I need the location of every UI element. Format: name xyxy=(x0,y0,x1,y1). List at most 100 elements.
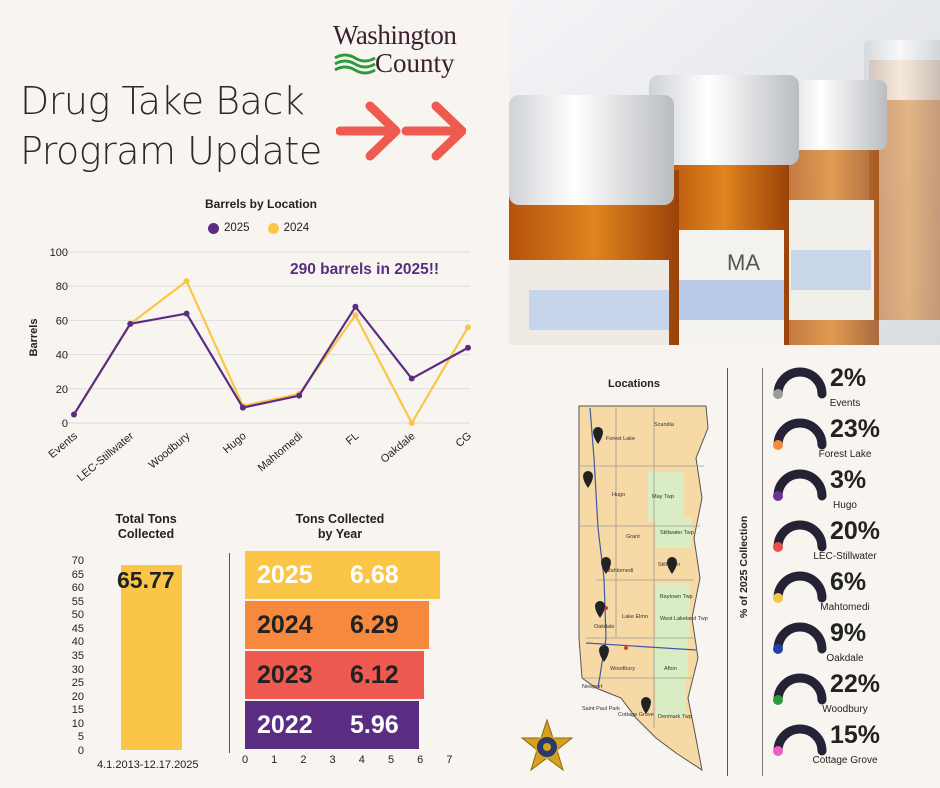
gauge-percent: 20% xyxy=(830,517,881,545)
gauge-arc-icon xyxy=(773,469,827,501)
gauge-label: Mahtomedi xyxy=(820,602,870,613)
total-tons-y-tick: 55 xyxy=(71,595,84,608)
total-tons-bar xyxy=(121,565,182,750)
gauge-percent: 9% xyxy=(830,619,867,647)
logo-text-line2: County xyxy=(375,48,455,78)
tons-by-year-title-line2: by Year xyxy=(317,527,363,541)
map-label-denmark-twp: Denmark Twp xyxy=(658,714,692,720)
year-x-tick: 0 xyxy=(241,754,249,766)
year-bar-2025: 2025 6.68 xyxy=(245,551,441,599)
map-label-oakdale: Oakdale xyxy=(594,624,615,630)
legend-label-2024: 2024 xyxy=(283,222,310,234)
gauge-percent: 6% xyxy=(830,568,867,596)
gauge-forest-lake: 23% Forest Lake xyxy=(770,415,920,467)
map-label-newport: Newport xyxy=(582,684,603,690)
logo-text-line1: Washington xyxy=(333,20,457,50)
gauge-percent: 2% xyxy=(830,364,867,392)
total-tons-y-tick: 45 xyxy=(71,622,84,635)
map-label-stillwater-twp: Stillwater Twp xyxy=(660,530,694,536)
map-label-afton: Afton xyxy=(664,666,677,672)
total-tons-y-tick: 25 xyxy=(71,677,84,690)
total-tons-y-tick: 10 xyxy=(71,717,84,730)
sheriff-badge-icon xyxy=(520,718,574,772)
map-pin-hugo xyxy=(583,471,593,488)
series-line-2024 xyxy=(73,279,469,426)
total-tons-title-line1: Total Tons xyxy=(115,512,177,526)
year-bar-year: 2022 xyxy=(257,710,313,739)
gauge-percent: 23% xyxy=(830,415,881,443)
map-label-hugo: Hugo xyxy=(612,492,625,498)
map-label-saint-paul-park: Saint Paul Park xyxy=(582,706,620,712)
total-tons-y-tick: 50 xyxy=(71,609,84,622)
washington-county-logo: Washington County xyxy=(333,20,483,82)
gauge-arc-icon xyxy=(773,418,827,450)
point-2025-3 xyxy=(239,404,246,411)
gauge-percent: 22% xyxy=(830,670,881,698)
year-x-tick: 3 xyxy=(329,754,336,766)
map-pin-cottage-grove xyxy=(641,697,651,714)
total-tons-y-tick: 30 xyxy=(71,663,84,676)
gauge-label: LEC-Stillwater xyxy=(813,551,877,562)
total-tons-y-tick: 15 xyxy=(71,704,84,717)
map-pin-forest-lake xyxy=(593,427,603,444)
gauge-label: Forest Lake xyxy=(818,449,872,460)
map-divider xyxy=(727,368,728,776)
barrels-chart-legend: 2025 2024 xyxy=(208,222,309,234)
gauge-lec-stillwater: 20% LEC-Stillwater xyxy=(770,517,920,569)
gauge-cottage-grove: 15% Cottage Grove xyxy=(770,721,920,773)
point-2025-1 xyxy=(127,320,134,327)
year-x-tick: 7 xyxy=(446,754,453,766)
x-tick-label: LEC-Stillwater xyxy=(75,430,136,484)
total-tons-y-axis: 0 5 10 15 20 25 30 35 40 45 50 55 60 65 70 xyxy=(62,551,84,757)
point-2025-5 xyxy=(352,303,359,310)
point-2024-2 xyxy=(183,278,190,285)
total-tons-title-line2: Collected xyxy=(117,527,175,541)
gauge-arc-icon xyxy=(773,367,827,399)
series-line-2025 xyxy=(73,304,469,416)
gauge-dot xyxy=(773,491,783,501)
year-bar-value: 6.68 xyxy=(350,560,399,589)
legend-label-2025: 2025 xyxy=(224,222,250,234)
gauge-arc-icon xyxy=(773,520,827,552)
gauge-arc-icon xyxy=(773,622,827,654)
y-axis-label: Barrels xyxy=(28,319,40,357)
year-bar-year: 2025 xyxy=(257,560,313,589)
gauge-dot xyxy=(773,389,783,399)
gauge-label: Cottage Grove xyxy=(812,755,878,766)
map-title: Locations xyxy=(608,378,660,390)
year-bar-value: 5.96 xyxy=(350,710,399,739)
map-pin-mahtomedi xyxy=(601,557,611,574)
x-tick-label: CG xyxy=(454,430,474,450)
year-bar-year: 2023 xyxy=(257,660,313,689)
map-label-woodbury: Woodbury xyxy=(610,666,635,672)
gauge-woodbury: 22% Woodbury xyxy=(770,670,920,722)
year-bar-2023: 2023 6.12 xyxy=(245,651,424,699)
map-label-lake-elmo: Lake Elmo xyxy=(622,614,648,620)
legend-dot-2025 xyxy=(208,222,219,234)
total-tons-y-tick: 40 xyxy=(71,636,84,649)
point-2025-4 xyxy=(296,392,303,399)
year-x-tick: 6 xyxy=(417,754,424,766)
county-map: Forest Lake Scandia Hugo May Twp Grant S… xyxy=(578,405,709,772)
year-x-tick: 4 xyxy=(358,754,365,766)
gauge-percent: 3% xyxy=(830,466,867,494)
legend-item-2025: 2025 xyxy=(208,222,250,234)
gauge-arc-icon xyxy=(773,724,827,756)
gauge-dot xyxy=(773,746,783,756)
gauge-events: 2% Events xyxy=(770,364,920,416)
year-x-tick: 5 xyxy=(387,754,395,766)
page-title: Drug Take Back Program Update xyxy=(20,76,340,176)
total-tons-y-tick: 20 xyxy=(71,690,84,703)
map-label-scandia: Scandia xyxy=(654,422,675,428)
total-tons-y-tick: 65 xyxy=(71,568,84,581)
gauge-dot xyxy=(773,695,783,705)
year-bar-value: 6.12 xyxy=(350,660,399,689)
total-tons-date-range: 4.1.2013-12.17.2025 xyxy=(97,759,199,771)
map-pin-oakdale xyxy=(595,601,605,618)
gauge-arc-icon xyxy=(773,571,827,603)
barrels-chart-title: Barrels by Location xyxy=(204,197,318,211)
year-bar-2024: 2024 6.29 xyxy=(245,601,429,649)
gauge-label: Woodbury xyxy=(822,704,868,715)
point-2024-6 xyxy=(408,420,415,426)
